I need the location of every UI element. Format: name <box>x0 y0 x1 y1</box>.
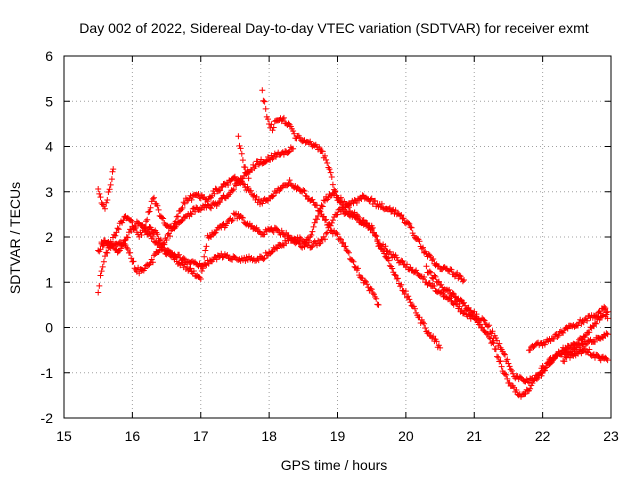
series-track-a <box>95 166 117 212</box>
y-axis-label: SDTVAR / TECUs <box>7 182 23 294</box>
y-tick-label: 3 <box>45 184 53 200</box>
data-point-markers <box>95 166 117 212</box>
data-point-markers <box>235 133 252 182</box>
x-tick-label: 17 <box>193 428 209 444</box>
y-tick-label: 0 <box>45 320 53 336</box>
x-tick-label: 19 <box>330 428 346 444</box>
x-tick-label: 16 <box>125 428 141 444</box>
series-track-j <box>560 345 611 365</box>
series-track-c <box>98 173 382 308</box>
series-track-i <box>526 303 611 354</box>
y-tick-label: 5 <box>45 93 53 109</box>
data-point-markers <box>560 345 611 365</box>
data-point-markers <box>98 173 382 308</box>
x-tick-label: 23 <box>603 428 619 444</box>
chart-title: Day 002 of 2022, Sidereal Day-to-day VTE… <box>79 20 588 36</box>
x-tick-label: 18 <box>261 428 277 444</box>
y-tick-label: -1 <box>41 365 54 381</box>
y-tick-label: -2 <box>41 410 54 426</box>
y-axis: -2 -1 0 1 2 3 4 5 6 <box>41 48 611 426</box>
data-point-markers <box>95 144 297 296</box>
series-track-h <box>423 263 611 386</box>
y-tick-label: 4 <box>45 139 53 155</box>
x-tick-label: 22 <box>535 428 551 444</box>
y-tick-label: 2 <box>45 229 53 245</box>
x-axis: 15 16 17 18 19 20 21 22 23 <box>56 56 619 444</box>
x-tick-label: 15 <box>56 428 72 444</box>
x-axis-label: GPS time / hours <box>281 457 388 473</box>
y-tick-label: 1 <box>45 274 53 290</box>
series-track-b <box>95 144 297 296</box>
data-point-markers <box>526 303 611 354</box>
x-tick-label: 20 <box>398 428 414 444</box>
series-track-g <box>259 87 611 400</box>
y-tick-label: 6 <box>45 48 53 64</box>
data-point-markers <box>423 263 611 386</box>
series-track-f <box>235 133 252 182</box>
data-point-markers <box>259 87 611 400</box>
x-tick-label: 21 <box>466 428 482 444</box>
data-points <box>95 87 611 400</box>
